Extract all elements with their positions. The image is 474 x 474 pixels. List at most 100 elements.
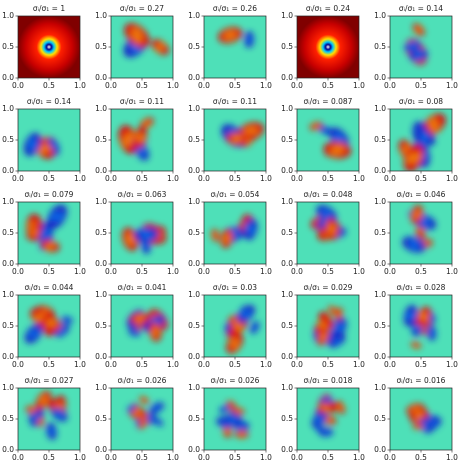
y-tick-label: 0.5: [188, 228, 200, 237]
blob: [312, 123, 320, 129]
blob: [408, 238, 419, 251]
x-tick-label: 0.0: [198, 360, 210, 369]
x-tick-label: 1.0: [353, 267, 365, 276]
x-tick-label: 1.0: [260, 360, 272, 369]
y-tick-label: 0.0: [374, 73, 386, 82]
y-tick-label: 1.0: [95, 383, 107, 392]
heatmap-blobs: [211, 214, 258, 248]
blob: [223, 428, 232, 433]
panel-title: σᵢ/σ₁ = 0.11: [213, 97, 257, 106]
heatmap-blobs: [122, 223, 166, 254]
blob: [318, 321, 328, 331]
x-tick-label: 0.5: [229, 81, 241, 90]
heatmap-blobs: [310, 205, 346, 241]
y-tick-label: 0.0: [188, 445, 200, 454]
y-tick-label: 0.5: [188, 321, 200, 330]
panel-title: σᵢ/σ₁ = 0.048: [304, 190, 353, 199]
heatmap-blobs: [26, 204, 68, 253]
y-tick-label: 1.0: [374, 11, 386, 20]
blob: [416, 227, 424, 232]
panel-title: σᵢ/σ₁ = 0.046: [397, 190, 446, 199]
panel-title: σᵢ/σ₁ = 0.044: [25, 283, 74, 292]
y-tick-label: 1.0: [188, 197, 200, 206]
y-tick-label: 1.0: [374, 290, 386, 299]
heatmap-blobs: [126, 309, 168, 342]
x-tick-label: 0.0: [384, 453, 396, 462]
blob: [336, 404, 344, 410]
blob: [151, 326, 159, 338]
x-tick-label: 0.0: [384, 81, 396, 90]
panel-title: σᵢ/σ₁ = 0.26: [213, 4, 257, 13]
blob: [330, 144, 345, 156]
y-tick-label: 0.5: [95, 42, 107, 51]
y-tick-label: 1.0: [95, 11, 107, 20]
blob: [46, 428, 57, 435]
heatmap-image: [297, 109, 359, 171]
blob: [142, 120, 151, 126]
heatmap-image: [18, 16, 80, 78]
heatmap-blobs: [24, 305, 73, 344]
y-tick-label: 0.0: [2, 445, 14, 454]
heatmap: [297, 16, 359, 78]
x-tick-label: 0.0: [105, 360, 117, 369]
x-tick-label: 1.0: [260, 453, 272, 462]
blob: [140, 229, 153, 240]
blob: [420, 131, 429, 145]
blob: [416, 25, 422, 34]
heatmap: [111, 16, 173, 78]
heatmap: [297, 202, 359, 264]
heatmap-blobs: [311, 394, 346, 437]
x-tick-label: 1.0: [74, 81, 86, 90]
x-tick-label: 0.0: [291, 360, 303, 369]
y-tick-label: 1.0: [281, 290, 293, 299]
blob: [412, 210, 422, 219]
heatmap-blobs: [406, 403, 442, 434]
heatmap: [390, 295, 452, 357]
heatmap: [390, 388, 452, 450]
heatmap: [18, 295, 80, 357]
heatmap: [18, 202, 80, 264]
x-tick-label: 1.0: [353, 81, 365, 90]
y-tick-label: 0.5: [374, 321, 386, 330]
blob: [321, 404, 330, 412]
blob: [148, 415, 155, 421]
x-tick-label: 1.0: [74, 453, 86, 462]
x-tick-label: 0.0: [12, 81, 24, 90]
x-tick-label: 0.5: [136, 453, 148, 462]
panel-title: σᵢ/σ₁ = 0.079: [25, 190, 74, 199]
blob: [128, 406, 134, 411]
y-tick-label: 0.0: [188, 166, 200, 175]
x-tick-label: 1.0: [167, 81, 179, 90]
blob: [404, 311, 417, 320]
x-tick-label: 0.0: [384, 360, 396, 369]
x-tick-label: 0.5: [415, 81, 427, 90]
panel-title: σᵢ/σ₁ = 0.028: [397, 283, 446, 292]
blob: [431, 421, 439, 427]
x-tick-label: 0.5: [43, 267, 55, 276]
x-tick-label: 1.0: [74, 360, 86, 369]
blob: [239, 430, 244, 438]
blob: [319, 332, 327, 342]
panel-title: σᵢ/σ₁ = 0.14: [399, 4, 443, 13]
panel-title: σᵢ/σ₁ = 0.016: [397, 376, 446, 385]
blob: [246, 223, 255, 235]
y-tick-label: 0.0: [2, 259, 14, 268]
x-tick-label: 0.0: [198, 174, 210, 183]
heatmap-blobs: [402, 205, 437, 253]
panel-title: σᵢ/σ₁ = 0.11: [120, 97, 164, 106]
blob: [415, 410, 423, 422]
y-tick-label: 0.0: [374, 445, 386, 454]
y-tick-label: 0.0: [188, 352, 200, 361]
heatmap-blobs: [403, 305, 437, 349]
y-tick-label: 1.0: [281, 197, 293, 206]
y-tick-label: 1.0: [374, 383, 386, 392]
blob: [221, 407, 228, 412]
y-tick-label: 0.5: [374, 414, 386, 423]
blob: [37, 144, 51, 154]
blob: [330, 307, 336, 313]
y-tick-label: 1.0: [95, 197, 107, 206]
heatmap: [390, 202, 452, 264]
blob: [156, 419, 161, 425]
x-tick-label: 0.5: [322, 267, 334, 276]
panel-title: σᵢ/σ₁ = 0.063: [118, 190, 167, 199]
